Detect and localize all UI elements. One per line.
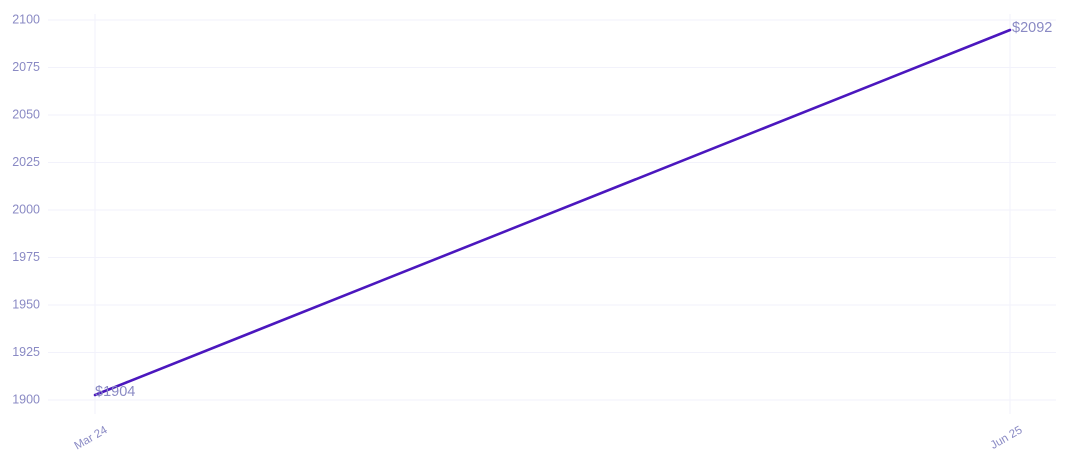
y-axis-tick-labels: 2100 2075 2050 2025 2000 1975 1950 1925 …	[12, 12, 40, 406]
horizontal-gridlines	[48, 19, 1056, 401]
y-tick-2000: 2000	[12, 202, 40, 216]
data-series	[93, 28, 1012, 397]
data-label-start: $1904	[95, 384, 135, 400]
y-tick-1950: 1950	[12, 297, 40, 311]
data-label-end: $2092	[1012, 20, 1052, 36]
y-tick-1900: 1900	[12, 392, 40, 406]
y-tick-1975: 1975	[12, 250, 40, 264]
y-tick-2075: 2075	[12, 60, 40, 74]
data-point-labels: $1904 $2092	[95, 20, 1052, 400]
vertical-gridlines	[94, 14, 1011, 414]
y-tick-2050: 2050	[12, 107, 40, 121]
y-tick-2100: 2100	[12, 12, 40, 26]
y-tick-1925: 1925	[12, 345, 40, 359]
y-tick-2025: 2025	[12, 155, 40, 169]
series-line-path	[93, 28, 1012, 397]
